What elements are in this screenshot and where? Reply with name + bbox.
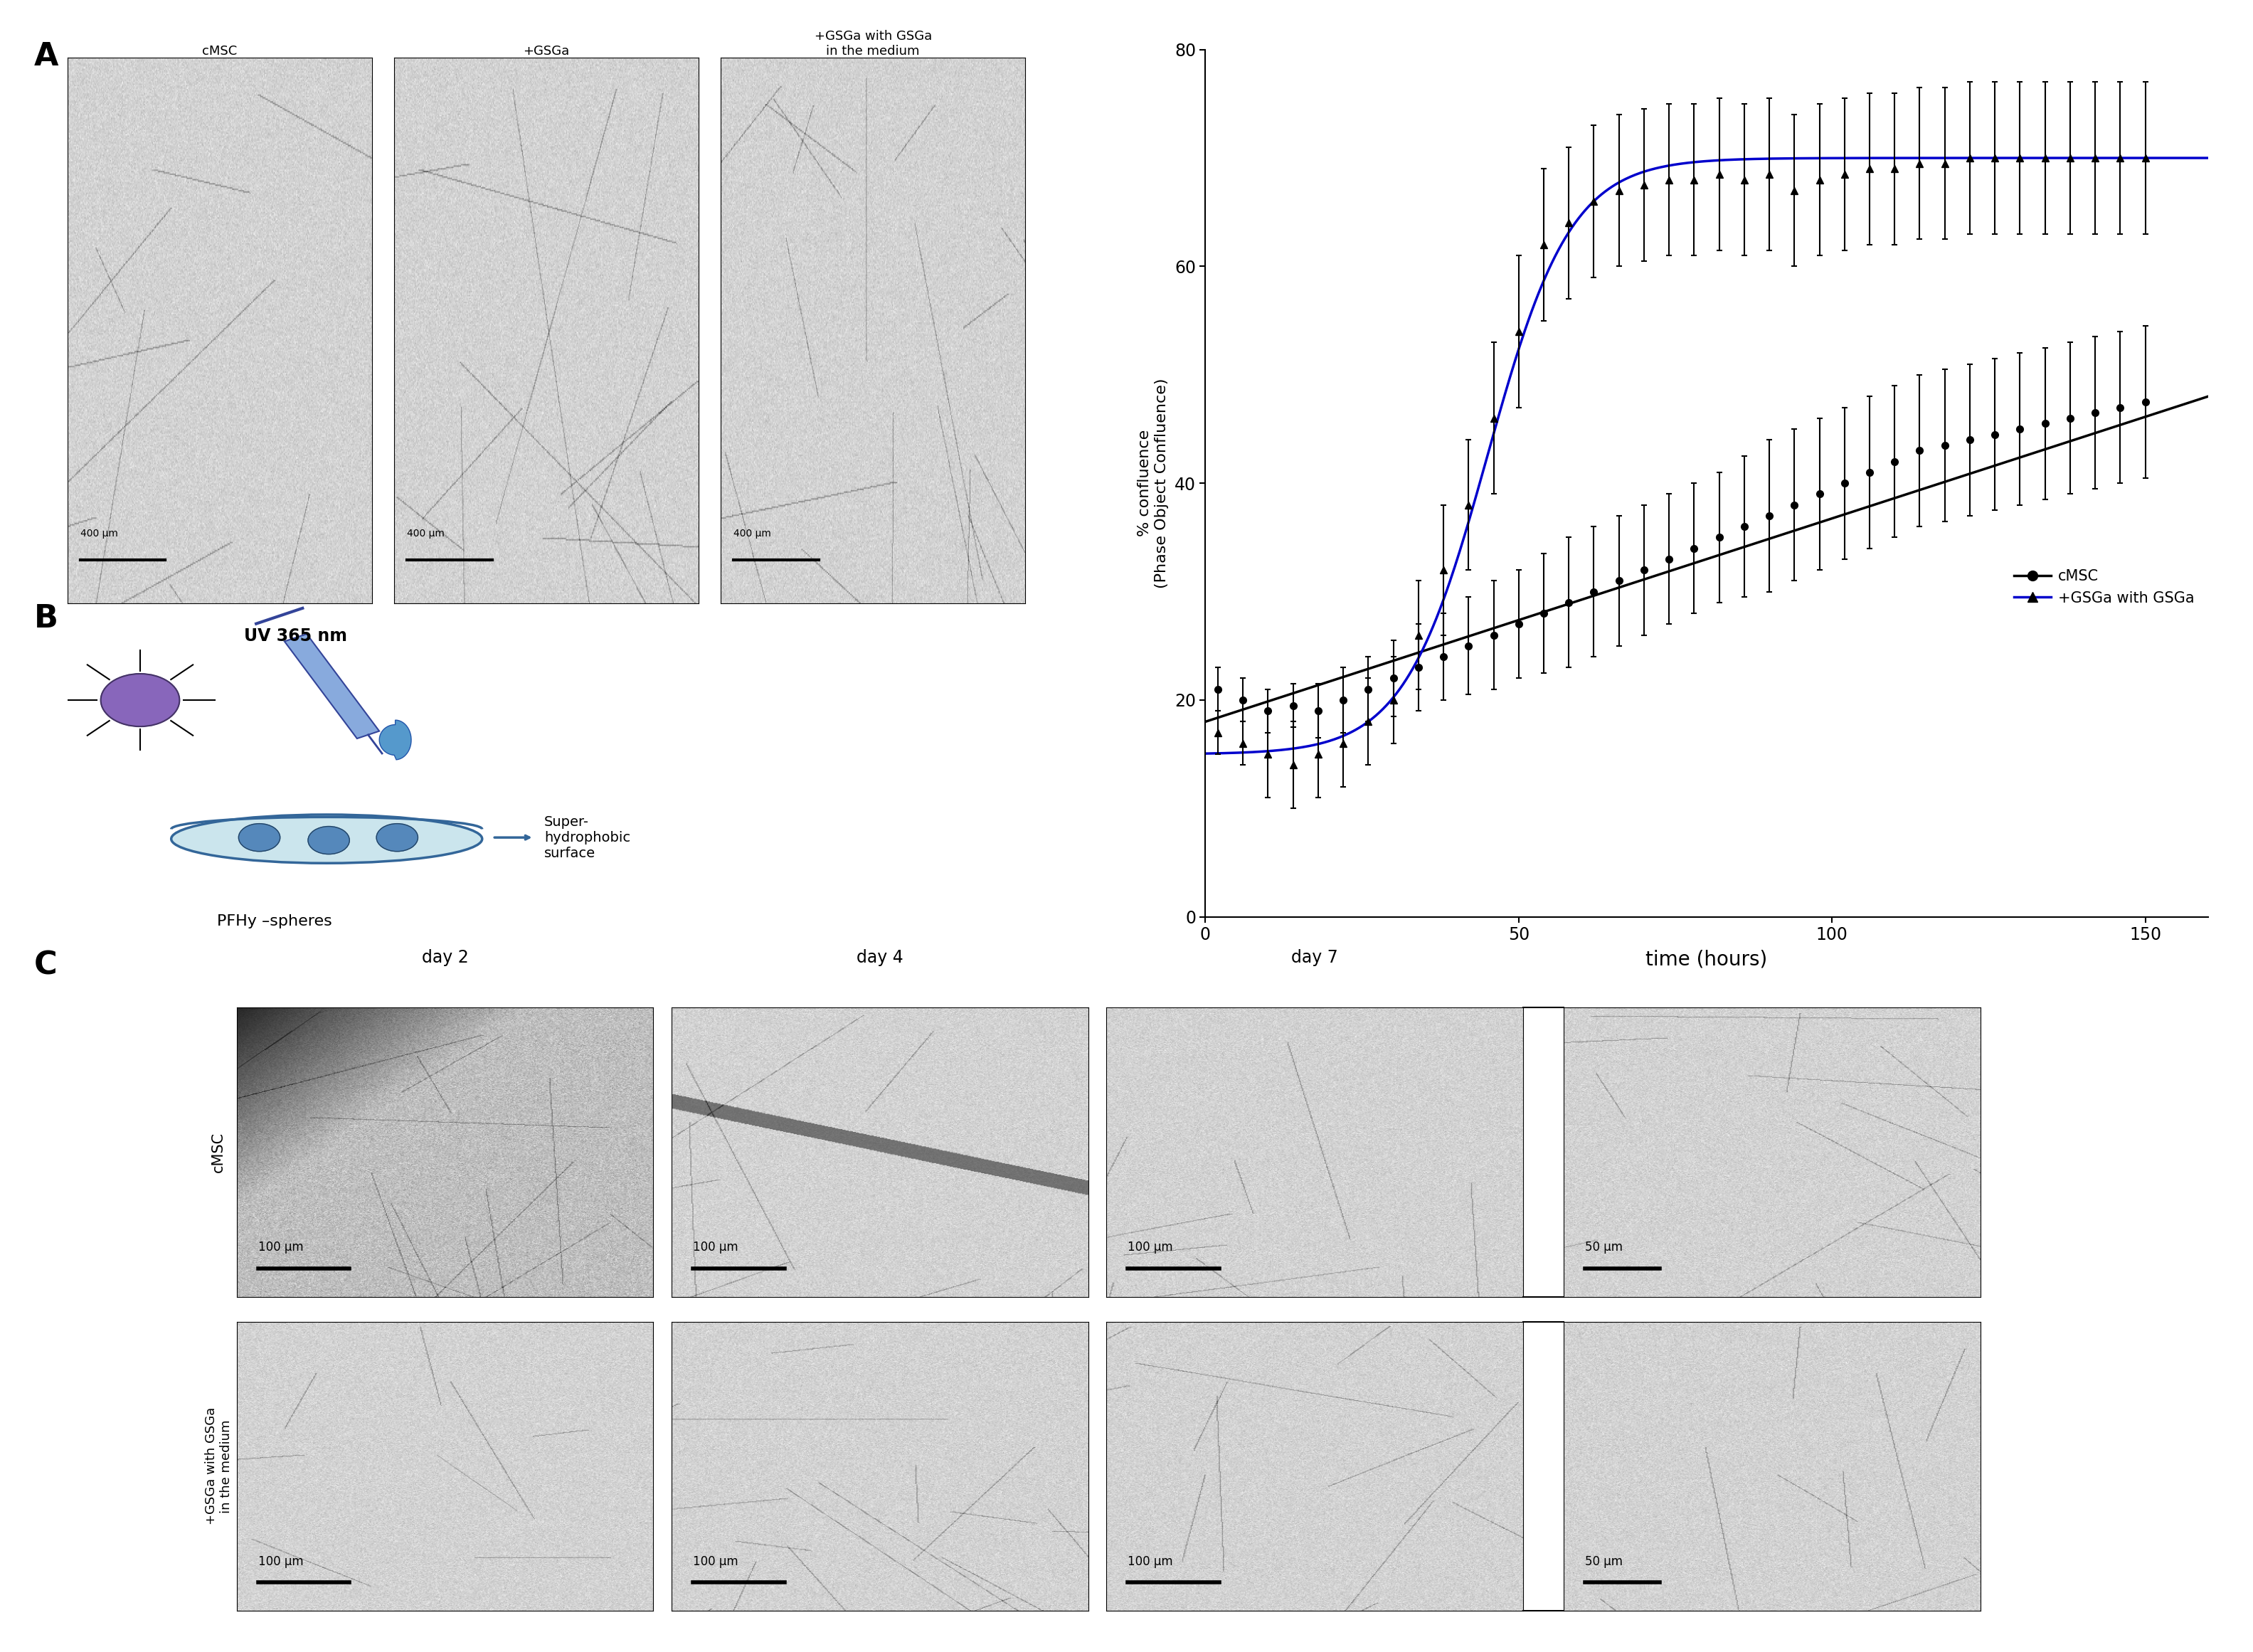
Text: day 4: day 4	[856, 950, 903, 966]
Text: 400 μm: 400 μm	[81, 529, 117, 539]
Text: Super-
hydrophobic
surface: Super- hydrophobic surface	[545, 814, 631, 861]
Circle shape	[239, 824, 279, 851]
Title: cMSC: cMSC	[203, 45, 237, 58]
Text: A: A	[34, 41, 59, 73]
Circle shape	[309, 826, 349, 854]
Title: +GSGa with GSGa
in the medium: +GSGa with GSGa in the medium	[813, 30, 933, 58]
Polygon shape	[379, 720, 412, 760]
X-axis label: time (hours): time (hours)	[1645, 950, 1769, 970]
Text: +GSGa with GSGa
in the medium: +GSGa with GSGa in the medium	[205, 1408, 232, 1525]
Text: PFHy –spheres: PFHy –spheres	[216, 914, 333, 928]
Text: 50 μm: 50 μm	[1584, 1241, 1622, 1254]
Text: 400 μm: 400 μm	[408, 529, 444, 539]
Text: 100 μm: 100 μm	[1126, 1241, 1174, 1254]
Polygon shape	[284, 634, 379, 738]
Text: 100 μm: 100 μm	[1126, 1555, 1174, 1568]
Circle shape	[376, 824, 417, 851]
Legend: cMSC, +GSGa with GSGa: cMSC, +GSGa with GSGa	[2007, 563, 2201, 611]
Text: 100 μm: 100 μm	[257, 1555, 304, 1568]
Text: 50 μm: 50 μm	[1584, 1555, 1622, 1568]
Ellipse shape	[171, 814, 482, 862]
Text: B: B	[34, 603, 59, 634]
Text: day 2: day 2	[421, 950, 469, 966]
Circle shape	[101, 674, 180, 727]
Text: 100 μm: 100 μm	[257, 1241, 304, 1254]
Text: day 7: day 7	[1291, 950, 1338, 966]
Text: 400 μm: 400 μm	[734, 529, 771, 539]
Text: 100 μm: 100 μm	[692, 1555, 739, 1568]
Text: 100 μm: 100 μm	[692, 1241, 739, 1254]
Text: cMSC: cMSC	[212, 1132, 225, 1173]
Title: +GSGa: +GSGa	[523, 45, 570, 58]
Text: C: C	[34, 950, 56, 981]
Y-axis label: % confluence
(Phase Object Confluence): % confluence (Phase Object Confluence)	[1138, 378, 1169, 588]
Text: UV 365 nm: UV 365 nm	[243, 628, 347, 644]
